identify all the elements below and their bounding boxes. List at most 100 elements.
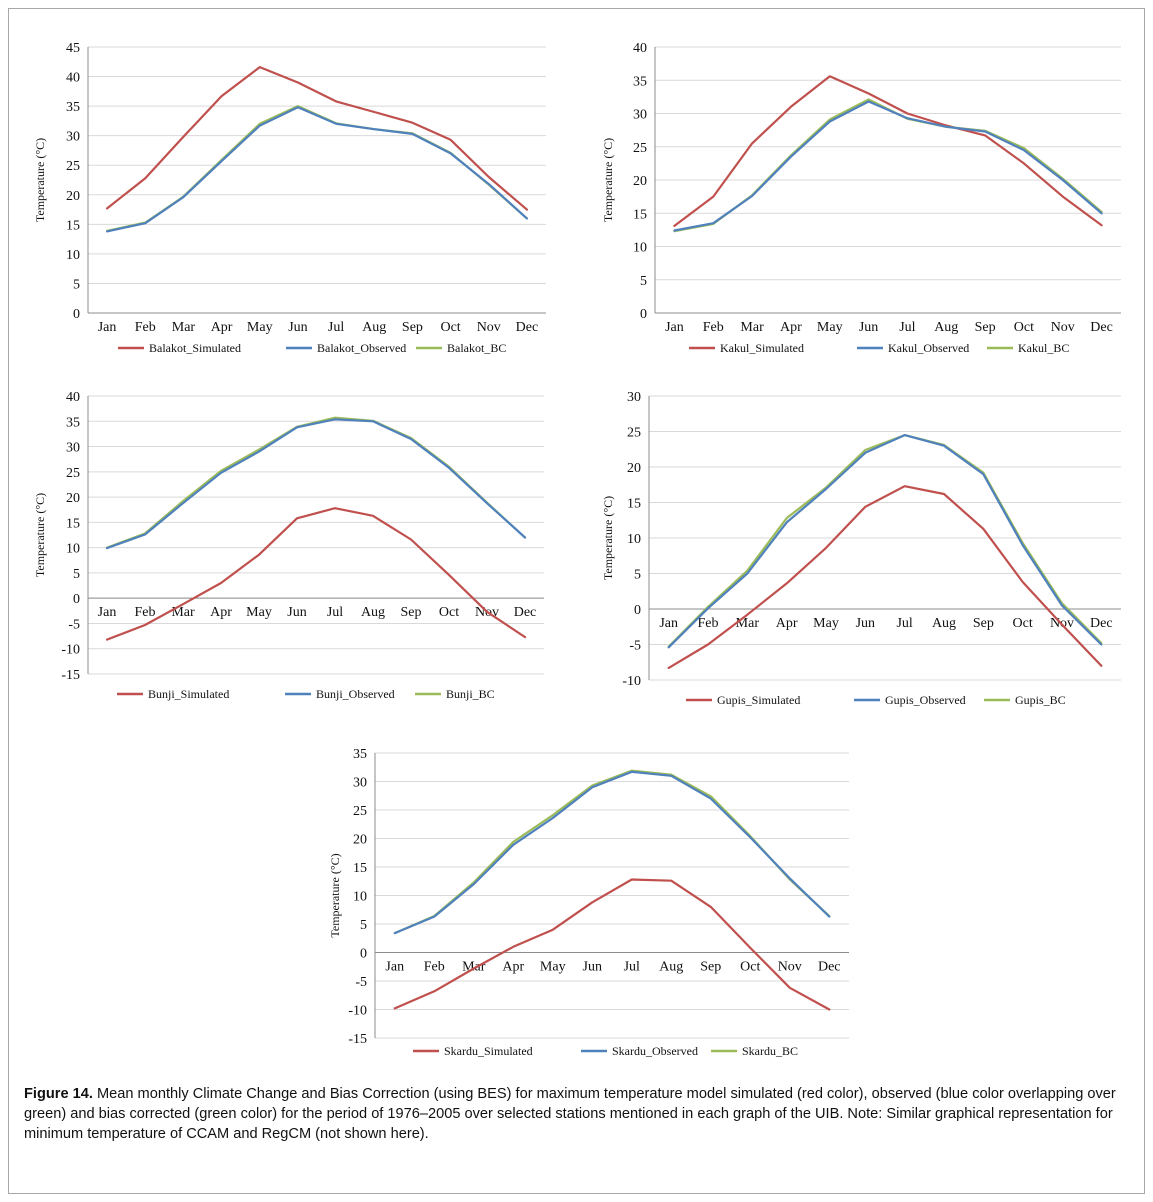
legend-label: Bunji_Simulated [148, 687, 229, 701]
y-tick-label: -5 [68, 617, 80, 632]
y-tick-label: -10 [622, 674, 641, 689]
y-tick-label: 35 [66, 100, 80, 115]
y-tick-label: -10 [61, 643, 80, 658]
legend-label: Gupis_Simulated [717, 693, 800, 707]
x-tick-label: Jan [98, 320, 117, 335]
y-tick-label: 5 [73, 567, 80, 582]
y-tick-label: 25 [66, 466, 80, 481]
x-tick-label: Oct [1013, 616, 1033, 631]
y-tick-label: 20 [353, 833, 367, 848]
x-tick-label: Dec [516, 320, 539, 335]
x-tick-label: Aug [362, 320, 386, 335]
series-line-observed [393, 770, 831, 935]
x-tick-label: Feb [135, 605, 156, 620]
chart-kakul: 0 5 10 15 20 25 30 35 40 Jan Feb Mar Apr May Jun Jul Aug… [598, 32, 1123, 377]
series-line-bc [105, 416, 527, 549]
chart-skardu: -15 -10 -5 0 5 10 15 20 25 30 35 Jan Feb Mar Apr May Jun… [325, 738, 850, 1073]
series-line-bc [667, 433, 1103, 648]
series-line-observed [105, 418, 527, 550]
y-tick-label: 35 [633, 74, 647, 89]
x-tick-label: Apr [211, 320, 233, 335]
x-tick-label: Jul [896, 616, 912, 631]
y-tick-label: 25 [66, 159, 80, 174]
series-line-observed [673, 100, 1103, 232]
y-tick-label: 15 [627, 497, 641, 512]
x-tick-label: Oct [1014, 320, 1034, 335]
legend-label: Bunji_Observed [316, 687, 395, 701]
y-tick-label: 5 [634, 568, 641, 583]
figure-frame [8, 8, 1145, 1194]
legend-label: Gupis_Observed [885, 693, 966, 707]
x-tick-label: Jun [288, 320, 307, 335]
x-tick-label: Nov [778, 960, 802, 975]
y-axis-label: Temperature (°C) [601, 138, 615, 222]
x-tick-label: Jan [98, 605, 117, 620]
chart-svg: -15 -10 -5 0 5 10 15 20 25 30 35 40 Jan Feb Mar Apr May J… [33, 390, 544, 701]
caption-label: Figure 14. [24, 1086, 93, 1102]
figure-caption: Figure 14. Mean monthly Climate Change a… [24, 1084, 1129, 1144]
y-tick-label: 10 [66, 542, 80, 557]
x-tick-label: Mar [171, 605, 195, 620]
y-tick-label: 20 [633, 174, 647, 189]
x-tick-label: Sep [973, 616, 994, 631]
y-tick-label: -5 [629, 639, 641, 654]
legend-label: Gupis_BC [1015, 693, 1066, 707]
y-tick-label: 25 [633, 141, 647, 156]
y-tick-label: 0 [360, 947, 367, 962]
y-tick-label: 20 [627, 461, 641, 476]
x-tick-label: Jan [665, 320, 684, 335]
x-tick-label: Jun [856, 616, 875, 631]
x-tick-label: Oct [440, 320, 460, 335]
y-tick-label: 10 [633, 241, 647, 256]
x-tick-label: Oct [740, 960, 760, 975]
x-tick-label: Mar [172, 320, 196, 335]
y-tick-label: 25 [627, 426, 641, 441]
y-tick-label: 0 [73, 307, 80, 322]
x-tick-label: Apr [780, 320, 802, 335]
x-tick-label: Jul [327, 605, 343, 620]
legend-label: Skardu_Observed [612, 1044, 698, 1058]
x-tick-label: Sep [401, 605, 422, 620]
x-tick-label: Aug [659, 960, 683, 975]
y-tick-label: 40 [66, 71, 80, 86]
y-tick-label: -5 [355, 975, 367, 990]
x-tick-label: Oct [439, 605, 459, 620]
x-tick-label: Jun [287, 605, 306, 620]
y-tick-label: -15 [61, 668, 80, 683]
y-tick-label: 30 [633, 108, 647, 123]
legend-label: Skardu_Simulated [444, 1044, 533, 1058]
series-line-simulated [673, 75, 1103, 227]
y-tick-label: 5 [640, 274, 647, 289]
y-tick-label: 40 [66, 390, 80, 405]
y-tick-label: 15 [353, 861, 367, 876]
x-tick-label: May [246, 605, 272, 620]
x-tick-label: May [813, 616, 839, 631]
x-tick-label: Jan [659, 616, 678, 631]
legend-label: Balakot_BC [447, 341, 506, 355]
series-line-simulated [105, 507, 527, 641]
y-tick-label: 45 [66, 41, 80, 56]
legend-label: Skardu_BC [742, 1044, 798, 1058]
x-tick-label: Jul [899, 320, 915, 335]
y-tick-label: 0 [640, 307, 647, 322]
legend-label: Kakul_Simulated [720, 341, 804, 355]
x-tick-label: Feb [698, 616, 719, 631]
x-tick-label: Jul [328, 320, 344, 335]
series-line-observed [105, 106, 528, 233]
x-tick-label: Apr [210, 605, 232, 620]
series-line-observed [667, 433, 1103, 649]
x-tick-label: Dec [1090, 320, 1113, 335]
x-tick-label: Jun [583, 960, 602, 975]
x-tick-label: May [247, 320, 273, 335]
x-tick-label: May [817, 320, 843, 335]
y-axis-label: Temperature (°C) [33, 138, 47, 222]
y-axis-label: Temperature (°C) [328, 853, 342, 937]
series-line-simulated [105, 65, 528, 211]
y-tick-label: 20 [66, 491, 80, 506]
y-tick-label: 0 [634, 603, 641, 618]
y-tick-label: 40 [633, 41, 647, 56]
x-tick-label: Aug [934, 320, 958, 335]
caption-text: Mean monthly Climate Change and Bias Cor… [24, 1086, 1116, 1142]
y-tick-label: 30 [353, 776, 367, 791]
